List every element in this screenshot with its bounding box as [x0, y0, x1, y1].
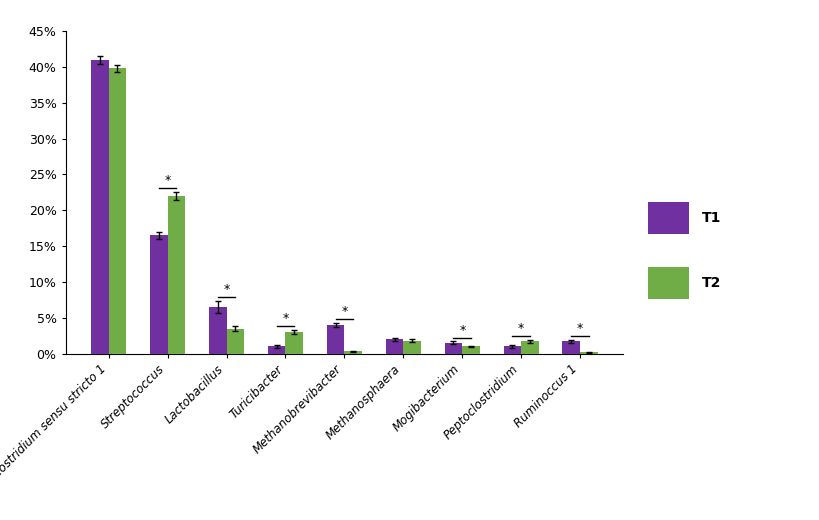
- Text: *: *: [577, 322, 582, 335]
- Text: T1: T1: [701, 211, 721, 225]
- Bar: [91, 60, 108, 354]
- Bar: [344, 352, 362, 354]
- FancyBboxPatch shape: [647, 266, 688, 299]
- Bar: [326, 325, 344, 354]
- Bar: [462, 346, 479, 354]
- Bar: [503, 346, 521, 354]
- FancyBboxPatch shape: [647, 201, 688, 234]
- Text: *: *: [459, 324, 465, 337]
- Bar: [150, 236, 167, 354]
- Text: *: *: [518, 322, 523, 335]
- Bar: [403, 341, 420, 354]
- Bar: [108, 69, 126, 354]
- Bar: [521, 342, 538, 354]
- Bar: [226, 329, 244, 354]
- Bar: [562, 342, 580, 354]
- Bar: [444, 343, 462, 354]
- Text: T2: T2: [701, 276, 721, 290]
- Text: *: *: [165, 174, 170, 187]
- Text: *: *: [341, 305, 347, 318]
- Bar: [209, 307, 226, 354]
- Bar: [268, 346, 285, 354]
- Bar: [385, 339, 403, 354]
- Text: *: *: [282, 313, 288, 326]
- Bar: [285, 332, 303, 354]
- Bar: [167, 196, 185, 354]
- Text: *: *: [223, 283, 229, 296]
- Bar: [580, 352, 597, 354]
